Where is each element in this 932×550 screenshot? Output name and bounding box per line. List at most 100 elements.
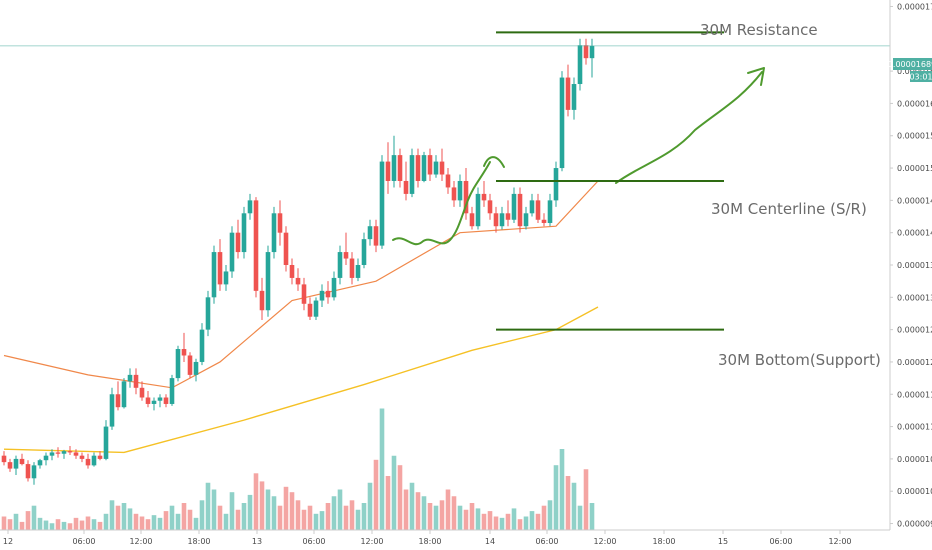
volume-bar bbox=[103, 513, 109, 530]
level-lines: 30M Resistance 30M Centerline (S/R) 30M Bo… bbox=[496, 21, 881, 369]
volume-bar bbox=[583, 469, 589, 530]
candle-body bbox=[541, 219, 547, 223]
volume-bar bbox=[115, 505, 121, 530]
candle-body bbox=[373, 226, 379, 246]
volume-bar bbox=[55, 519, 61, 530]
candle-body bbox=[163, 397, 169, 404]
candle-body bbox=[199, 329, 205, 362]
candle-body bbox=[283, 232, 289, 265]
volume-bar bbox=[331, 496, 337, 530]
x-tick-label: 14 bbox=[485, 537, 495, 546]
volume-bar bbox=[337, 489, 343, 530]
volume-bar bbox=[1, 516, 7, 530]
candle-body bbox=[247, 200, 253, 214]
volume-bar bbox=[385, 476, 391, 530]
candle-body bbox=[55, 452, 61, 454]
candle-body bbox=[355, 265, 361, 278]
countdown-tag-bg bbox=[910, 71, 932, 82]
candle-body bbox=[493, 213, 499, 227]
volume-bar bbox=[37, 517, 43, 530]
y-tick-label: 0.00001150 bbox=[897, 390, 932, 399]
y-tick-label: 0.00001300 bbox=[897, 293, 932, 302]
volume-bar bbox=[61, 521, 67, 530]
candle-body bbox=[391, 155, 397, 181]
candle-body bbox=[349, 258, 355, 278]
x-tick-label: 12:00 bbox=[360, 537, 383, 546]
candle-body bbox=[241, 213, 247, 253]
volume-bar bbox=[73, 517, 79, 530]
candle-body bbox=[379, 161, 385, 246]
candle-body bbox=[169, 378, 175, 404]
y-tick-label: 0.00000950 bbox=[897, 520, 932, 529]
candle-body bbox=[529, 200, 535, 214]
level-label: 30M Centerline (S/R) bbox=[711, 200, 867, 218]
y-tick-label: 0.00001100 bbox=[897, 423, 932, 432]
volume-bar bbox=[19, 521, 25, 530]
candle-body bbox=[253, 200, 259, 291]
volume-bar bbox=[499, 517, 505, 530]
volume-bar bbox=[469, 503, 475, 530]
volume-bar bbox=[325, 503, 331, 530]
volume-bar bbox=[355, 509, 361, 530]
volume-bar bbox=[493, 516, 499, 530]
sma-orange-line bbox=[3, 180, 599, 389]
candle-body bbox=[511, 193, 517, 220]
volume-bar bbox=[157, 517, 163, 530]
last-price-tag-bg bbox=[893, 58, 932, 70]
candle-body bbox=[211, 252, 217, 298]
volume-bar bbox=[391, 455, 397, 530]
volume-bar bbox=[319, 511, 325, 530]
candle-body bbox=[121, 381, 127, 408]
candle-body bbox=[361, 239, 367, 265]
volume-bar bbox=[133, 513, 139, 530]
candle-body bbox=[61, 451, 67, 454]
candle-body bbox=[133, 374, 139, 388]
candle-body bbox=[295, 277, 301, 285]
candle-body bbox=[523, 213, 529, 227]
candle-body bbox=[487, 200, 493, 214]
candle-body bbox=[139, 387, 145, 398]
candle-body bbox=[229, 232, 235, 272]
candle-body bbox=[427, 155, 433, 175]
candle-body bbox=[43, 455, 49, 461]
volume-bar bbox=[175, 513, 181, 530]
volume-bar bbox=[343, 505, 349, 530]
candle-body bbox=[1, 455, 7, 463]
volume-bar bbox=[211, 489, 217, 530]
target-arrow-head bbox=[747, 67, 765, 86]
volume-bar bbox=[199, 500, 205, 530]
volume-bar bbox=[235, 509, 241, 530]
candles bbox=[0, 38, 890, 485]
candle-body bbox=[67, 451, 73, 453]
volume-bar bbox=[397, 465, 403, 530]
volume-bar bbox=[403, 489, 409, 530]
volume-bar bbox=[535, 513, 541, 530]
x-tick-label: 12:00 bbox=[129, 537, 152, 546]
candle-body bbox=[565, 77, 571, 110]
volume-bar bbox=[457, 505, 463, 530]
candle-body bbox=[325, 290, 331, 298]
volume-bar bbox=[379, 408, 385, 530]
candle-body bbox=[7, 462, 13, 469]
candle-body bbox=[457, 180, 463, 201]
volume-bar bbox=[7, 519, 13, 530]
volume-bar bbox=[367, 482, 373, 530]
volume-bars bbox=[1, 408, 595, 530]
candle-body bbox=[337, 252, 343, 278]
candle-body bbox=[517, 193, 523, 227]
expected-path-drawing bbox=[392, 161, 491, 246]
target-arrow-line bbox=[615, 71, 763, 184]
moving-averages bbox=[3, 180, 599, 454]
volume-bar bbox=[187, 509, 193, 530]
candle-body bbox=[265, 252, 271, 311]
volume-bar bbox=[217, 505, 223, 530]
candle-body bbox=[109, 394, 115, 427]
volume-bar bbox=[253, 473, 259, 530]
candle-body bbox=[409, 155, 415, 194]
volume-bar bbox=[547, 500, 553, 530]
volume-bar bbox=[259, 481, 265, 530]
volume-bar bbox=[145, 519, 151, 530]
